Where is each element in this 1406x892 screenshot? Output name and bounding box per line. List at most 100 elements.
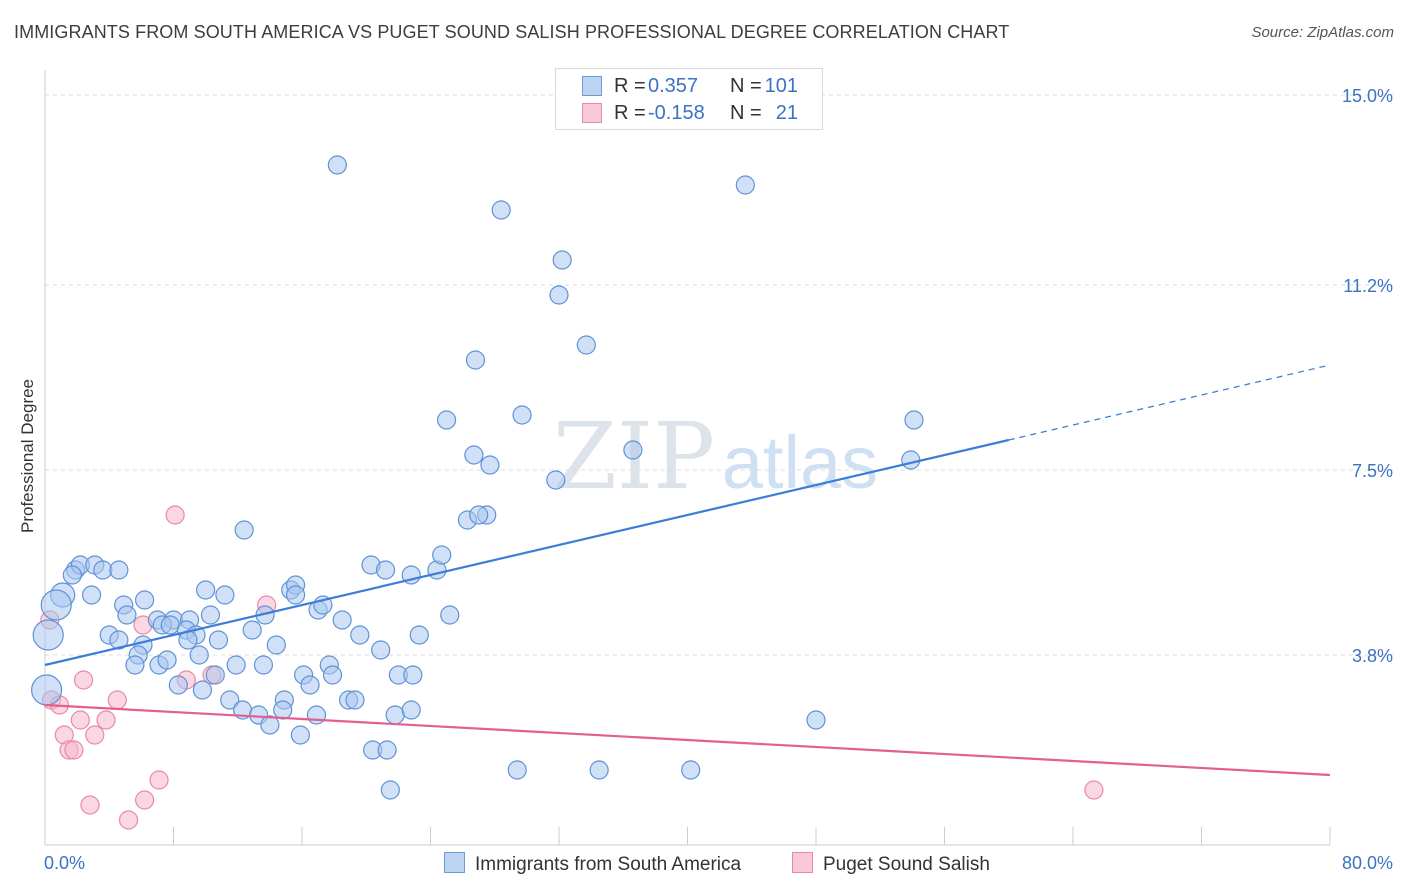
- data-point-south-america: [576, 335, 596, 355]
- data-point-south-america: [589, 760, 609, 780]
- data-point-south-america: [375, 560, 396, 580]
- data-point-south-america: [306, 705, 327, 725]
- data-point-south-america: [253, 655, 274, 675]
- legend-r-value: 0.357: [648, 75, 699, 97]
- data-point-south-america: [40, 589, 72, 621]
- data-point-south-america: [507, 760, 527, 780]
- legend-r-label: R =: [614, 102, 646, 124]
- data-point-south-america: [93, 560, 113, 580]
- data-point-south-america: [806, 710, 826, 730]
- axes: [44, 70, 1331, 846]
- legend-item-south-america[interactable]: Immigrants from South America: [444, 852, 741, 876]
- data-point-puget-sound-salish: [118, 810, 139, 830]
- data-point-south-america: [285, 585, 306, 605]
- legend-swatch-pink: [792, 852, 813, 873]
- data-point-south-america: [403, 665, 423, 685]
- chart-title: IMMIGRANTS FROM SOUTH AMERICA VS PUGET S…: [14, 22, 1010, 42]
- data-point-south-america: [480, 455, 500, 475]
- data-point-south-america: [234, 520, 254, 540]
- legend-n-value: 101: [764, 75, 798, 97]
- data-point-south-america: [380, 780, 400, 800]
- data-point-puget-sound-salish: [80, 795, 100, 815]
- data-point-south-america: [81, 585, 102, 605]
- data-point-south-america: [266, 635, 286, 655]
- data-point-south-america: [465, 350, 486, 370]
- data-point-south-america: [377, 740, 397, 760]
- legend-n-label: N =: [730, 102, 762, 124]
- data-point-south-america: [491, 200, 511, 220]
- data-point-puget-sound-salish: [1084, 780, 1104, 800]
- data-point-south-america: [436, 410, 457, 430]
- stats-legend: R = 0.357 N = 101 R = -0.158 N = 21: [555, 68, 823, 130]
- data-point-south-america: [350, 625, 370, 645]
- data-point-south-america: [385, 705, 405, 725]
- y-tick-label: 7.5%: [1352, 461, 1393, 481]
- data-point-south-america: [273, 700, 293, 720]
- data-point-puget-sound-salish: [107, 690, 127, 710]
- y-tick-label: 3.8%: [1352, 646, 1393, 666]
- legend-n-label: N =: [730, 75, 762, 97]
- data-point-puget-sound-salish: [73, 670, 94, 690]
- data-point-south-america: [901, 450, 921, 470]
- legend-n-value: 21: [775, 102, 798, 124]
- data-point-puget-sound-salish: [96, 710, 116, 730]
- data-point-puget-sound-salish: [64, 740, 84, 760]
- data-point-south-america: [552, 250, 572, 270]
- legend-swatch-blue: [444, 852, 465, 873]
- data-point-south-america: [200, 605, 221, 625]
- data-point-south-america: [160, 615, 180, 635]
- data-point-south-america: [735, 175, 755, 195]
- trend-line-puget-sound-salish: [44, 703, 1331, 777]
- data-point-south-america: [220, 690, 240, 710]
- data-point-south-america: [440, 605, 460, 625]
- data-point-south-america: [62, 565, 82, 585]
- source-credit[interactable]: Source: ZipAtlas.com: [1251, 24, 1394, 41]
- data-point-south-america: [189, 645, 209, 665]
- data-point-south-america: [327, 155, 347, 175]
- data-point-south-america: [260, 715, 280, 735]
- data-point-south-america: [332, 610, 352, 630]
- y-tick-label: 11.2%: [1343, 276, 1393, 296]
- data-point-south-america: [409, 625, 429, 645]
- series-puget-sound-salish: [40, 505, 1104, 830]
- data-point-south-america: [125, 655, 145, 675]
- data-point-south-america: [31, 674, 63, 706]
- gridlines: [45, 94, 1395, 656]
- data-point-south-america: [109, 630, 129, 650]
- data-point-south-america: [300, 675, 320, 695]
- legend-swatch-blue: [582, 76, 602, 96]
- data-point-puget-sound-salish: [149, 770, 169, 790]
- data-point-south-america: [226, 655, 246, 675]
- data-point-south-america: [464, 445, 484, 465]
- data-point-south-america: [401, 700, 421, 720]
- data-point-south-america: [117, 605, 137, 625]
- data-point-south-america: [192, 680, 213, 700]
- legend-item-puget-sound[interactable]: Puget Sound Salish: [792, 852, 990, 876]
- trend-line-south-america-extension: [1008, 364, 1331, 441]
- watermark-atlas: atlas: [722, 421, 878, 504]
- data-point-south-america: [134, 590, 155, 610]
- data-point-south-america: [549, 285, 569, 305]
- trend-line-south-america: [44, 438, 1010, 667]
- legend-r-value: -0.158: [648, 102, 705, 124]
- data-point-south-america: [371, 640, 391, 660]
- data-point-south-america: [215, 585, 235, 605]
- data-point-south-america: [345, 690, 365, 710]
- data-point-puget-sound-salish: [85, 725, 105, 745]
- data-point-south-america: [168, 675, 188, 695]
- series-immigrants-from-south-america: [31, 155, 924, 800]
- data-point-south-america: [242, 620, 262, 640]
- data-point-south-america: [290, 725, 310, 745]
- legend-swatch-pink: [582, 103, 602, 123]
- data-point-south-america: [205, 665, 225, 685]
- data-point-south-america: [32, 619, 64, 651]
- data-point-south-america: [432, 545, 452, 565]
- data-point-south-america: [157, 650, 177, 670]
- data-point-south-america: [512, 405, 532, 425]
- y-tick-label: 15.0%: [1342, 86, 1393, 106]
- data-point-south-america: [196, 580, 216, 600]
- data-point-south-america: [681, 760, 701, 780]
- data-point-puget-sound-salish: [165, 505, 185, 525]
- legend-r-label: R =: [614, 75, 646, 97]
